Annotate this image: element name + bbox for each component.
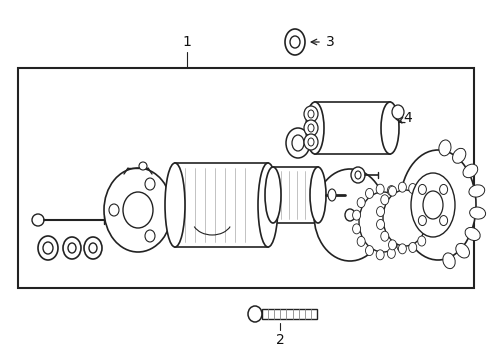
Ellipse shape	[145, 178, 155, 190]
Ellipse shape	[304, 120, 318, 136]
Ellipse shape	[392, 105, 404, 119]
Text: 3: 3	[326, 35, 334, 49]
Ellipse shape	[424, 201, 432, 210]
Ellipse shape	[406, 217, 414, 227]
Ellipse shape	[357, 237, 365, 246]
Ellipse shape	[389, 186, 396, 196]
Ellipse shape	[285, 29, 305, 55]
Ellipse shape	[345, 209, 355, 221]
Text: 2: 2	[275, 333, 284, 347]
Ellipse shape	[308, 110, 314, 118]
Ellipse shape	[443, 253, 455, 269]
Ellipse shape	[381, 195, 389, 205]
Ellipse shape	[440, 184, 447, 194]
Ellipse shape	[248, 306, 262, 322]
Ellipse shape	[63, 237, 81, 259]
Ellipse shape	[304, 106, 318, 122]
Ellipse shape	[290, 36, 300, 48]
Ellipse shape	[286, 128, 310, 158]
Ellipse shape	[328, 189, 336, 201]
Ellipse shape	[258, 163, 278, 247]
Ellipse shape	[314, 169, 386, 261]
Ellipse shape	[469, 207, 486, 219]
Ellipse shape	[357, 198, 365, 208]
Ellipse shape	[381, 231, 389, 241]
Ellipse shape	[418, 190, 426, 200]
Ellipse shape	[89, 243, 97, 253]
Ellipse shape	[423, 191, 443, 219]
Ellipse shape	[440, 216, 447, 226]
Ellipse shape	[381, 102, 399, 154]
Ellipse shape	[353, 224, 361, 234]
Ellipse shape	[465, 228, 480, 240]
Ellipse shape	[389, 240, 396, 250]
Ellipse shape	[165, 163, 185, 247]
Ellipse shape	[310, 167, 326, 223]
Ellipse shape	[145, 230, 155, 242]
Ellipse shape	[387, 186, 395, 195]
Ellipse shape	[376, 184, 384, 194]
Ellipse shape	[359, 192, 407, 252]
Text: 1: 1	[183, 35, 192, 49]
Ellipse shape	[355, 171, 361, 179]
Ellipse shape	[397, 193, 405, 202]
Ellipse shape	[397, 242, 405, 252]
Ellipse shape	[398, 182, 406, 192]
Ellipse shape	[84, 237, 102, 259]
Bar	[315, 102, 390, 154]
Ellipse shape	[306, 102, 324, 154]
Ellipse shape	[38, 236, 58, 260]
Ellipse shape	[376, 250, 384, 260]
Bar	[273, 167, 318, 223]
Ellipse shape	[411, 173, 455, 237]
Ellipse shape	[469, 185, 485, 197]
Ellipse shape	[139, 162, 147, 170]
Ellipse shape	[404, 230, 412, 240]
Ellipse shape	[463, 164, 478, 178]
Ellipse shape	[366, 246, 373, 256]
Ellipse shape	[376, 207, 385, 217]
Ellipse shape	[308, 124, 314, 132]
Ellipse shape	[265, 167, 281, 223]
Ellipse shape	[426, 213, 434, 223]
Ellipse shape	[366, 188, 373, 198]
Ellipse shape	[123, 192, 153, 228]
Ellipse shape	[383, 190, 427, 246]
Ellipse shape	[353, 210, 361, 220]
Text: 4: 4	[404, 111, 413, 125]
Ellipse shape	[456, 243, 469, 258]
Bar	[18, 68, 474, 288]
Ellipse shape	[400, 150, 476, 260]
Ellipse shape	[104, 168, 172, 252]
Ellipse shape	[308, 138, 314, 146]
Ellipse shape	[387, 248, 395, 258]
Ellipse shape	[376, 220, 385, 229]
Ellipse shape	[418, 216, 426, 226]
Ellipse shape	[68, 243, 76, 253]
Ellipse shape	[304, 134, 318, 150]
Ellipse shape	[439, 140, 451, 156]
Ellipse shape	[351, 167, 365, 183]
Ellipse shape	[404, 203, 412, 213]
Ellipse shape	[424, 226, 432, 235]
Ellipse shape	[409, 243, 416, 252]
Ellipse shape	[43, 242, 53, 254]
Bar	[262, 309, 317, 319]
Ellipse shape	[453, 148, 466, 163]
Ellipse shape	[109, 204, 119, 216]
Ellipse shape	[418, 184, 426, 194]
Ellipse shape	[398, 244, 406, 254]
Ellipse shape	[409, 184, 416, 194]
Ellipse shape	[292, 135, 304, 151]
Ellipse shape	[32, 214, 44, 226]
Bar	[175, 163, 268, 247]
Ellipse shape	[418, 236, 426, 246]
